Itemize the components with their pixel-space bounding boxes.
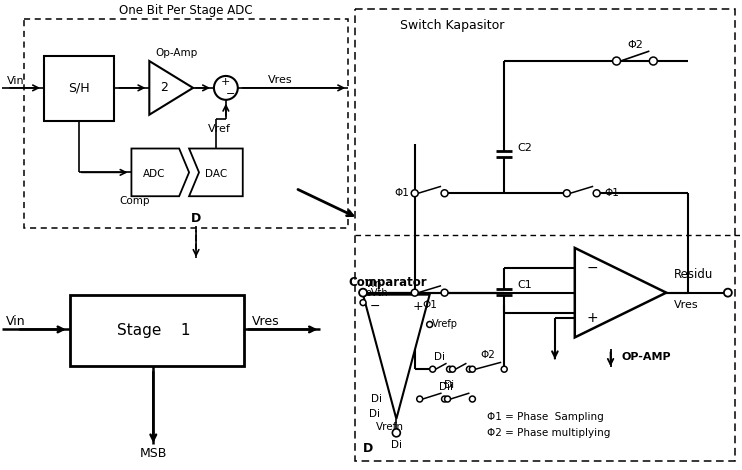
Circle shape — [450, 366, 456, 372]
Text: S/H: S/H — [68, 81, 90, 94]
Text: One Bit Per Stage ADC: One Bit Per Stage ADC — [119, 4, 253, 17]
Text: Vref: Vref — [208, 124, 230, 133]
Bar — [44, 56, 114, 121]
Text: Φ2: Φ2 — [627, 40, 643, 50]
Circle shape — [441, 289, 448, 296]
Polygon shape — [131, 149, 189, 196]
Circle shape — [563, 190, 571, 197]
Text: Residu: Residu — [674, 268, 714, 281]
Circle shape — [411, 190, 418, 197]
Text: Vrefn: Vrefn — [376, 422, 404, 432]
Text: Op-Amp: Op-Amp — [155, 48, 197, 58]
Text: Comp: Comp — [119, 196, 150, 206]
Text: −: − — [587, 261, 599, 275]
Text: −: − — [226, 89, 235, 99]
Circle shape — [214, 76, 237, 100]
Text: Vres: Vres — [252, 315, 280, 328]
Circle shape — [593, 190, 600, 197]
Text: D: D — [363, 442, 373, 455]
Polygon shape — [149, 61, 193, 115]
Circle shape — [724, 289, 732, 297]
Text: Vrefp: Vrefp — [432, 320, 458, 329]
Text: +: + — [221, 77, 231, 87]
Text: Đi: Đi — [444, 380, 455, 390]
Circle shape — [441, 396, 447, 402]
Text: 2: 2 — [160, 81, 168, 94]
Text: D̅ii: D̅ii — [439, 382, 453, 392]
Circle shape — [359, 289, 367, 297]
Text: Φ2: Φ2 — [481, 350, 496, 360]
Text: Di: Di — [434, 352, 445, 362]
Circle shape — [441, 190, 448, 197]
Text: oVth: oVth — [365, 288, 387, 298]
Text: Vres: Vres — [268, 75, 293, 85]
Text: OP-AMP: OP-AMP — [622, 352, 672, 362]
Circle shape — [427, 321, 433, 328]
Bar — [70, 295, 244, 366]
Circle shape — [393, 429, 401, 437]
Text: Stage    1: Stage 1 — [116, 323, 190, 338]
Circle shape — [444, 396, 450, 402]
Text: Vin: Vin — [7, 76, 24, 86]
Circle shape — [411, 289, 418, 296]
Circle shape — [430, 366, 436, 372]
Text: Comparator: Comparator — [349, 276, 427, 289]
Polygon shape — [189, 149, 243, 196]
Polygon shape — [575, 248, 666, 337]
Circle shape — [502, 366, 508, 372]
Text: Di: Di — [391, 440, 402, 450]
Text: Vres: Vres — [674, 299, 699, 310]
Text: Φ1: Φ1 — [422, 299, 437, 310]
Text: Φ2 = Phase multiplying: Φ2 = Phase multiplying — [487, 428, 611, 438]
FancyBboxPatch shape — [24, 19, 348, 228]
Text: +: + — [587, 311, 599, 324]
Circle shape — [417, 396, 423, 402]
Circle shape — [447, 366, 453, 372]
Text: C1: C1 — [517, 280, 532, 290]
Text: +: + — [413, 300, 423, 313]
Text: Vin: Vin — [6, 315, 26, 328]
Circle shape — [649, 57, 657, 65]
Text: Vin: Vin — [365, 279, 383, 289]
Polygon shape — [363, 295, 430, 419]
Text: Φ1: Φ1 — [605, 188, 620, 198]
Text: Di: Di — [371, 394, 382, 404]
Text: DAC: DAC — [205, 169, 227, 180]
FancyBboxPatch shape — [355, 9, 735, 461]
Text: Di: Di — [369, 409, 380, 419]
Circle shape — [467, 366, 473, 372]
Text: C2: C2 — [517, 142, 532, 153]
Circle shape — [470, 366, 476, 372]
Circle shape — [613, 57, 620, 65]
Text: Switch Kapasitor: Switch Kapasitor — [400, 19, 505, 32]
Text: Φ1 = Phase  Sampling: Φ1 = Phase Sampling — [487, 412, 604, 422]
Circle shape — [470, 396, 476, 402]
Text: Φ1: Φ1 — [394, 188, 409, 198]
Text: MSB: MSB — [139, 447, 167, 460]
Text: ADC: ADC — [143, 169, 165, 180]
Circle shape — [360, 299, 366, 306]
Text: D: D — [191, 212, 201, 225]
Text: −: − — [370, 300, 380, 313]
